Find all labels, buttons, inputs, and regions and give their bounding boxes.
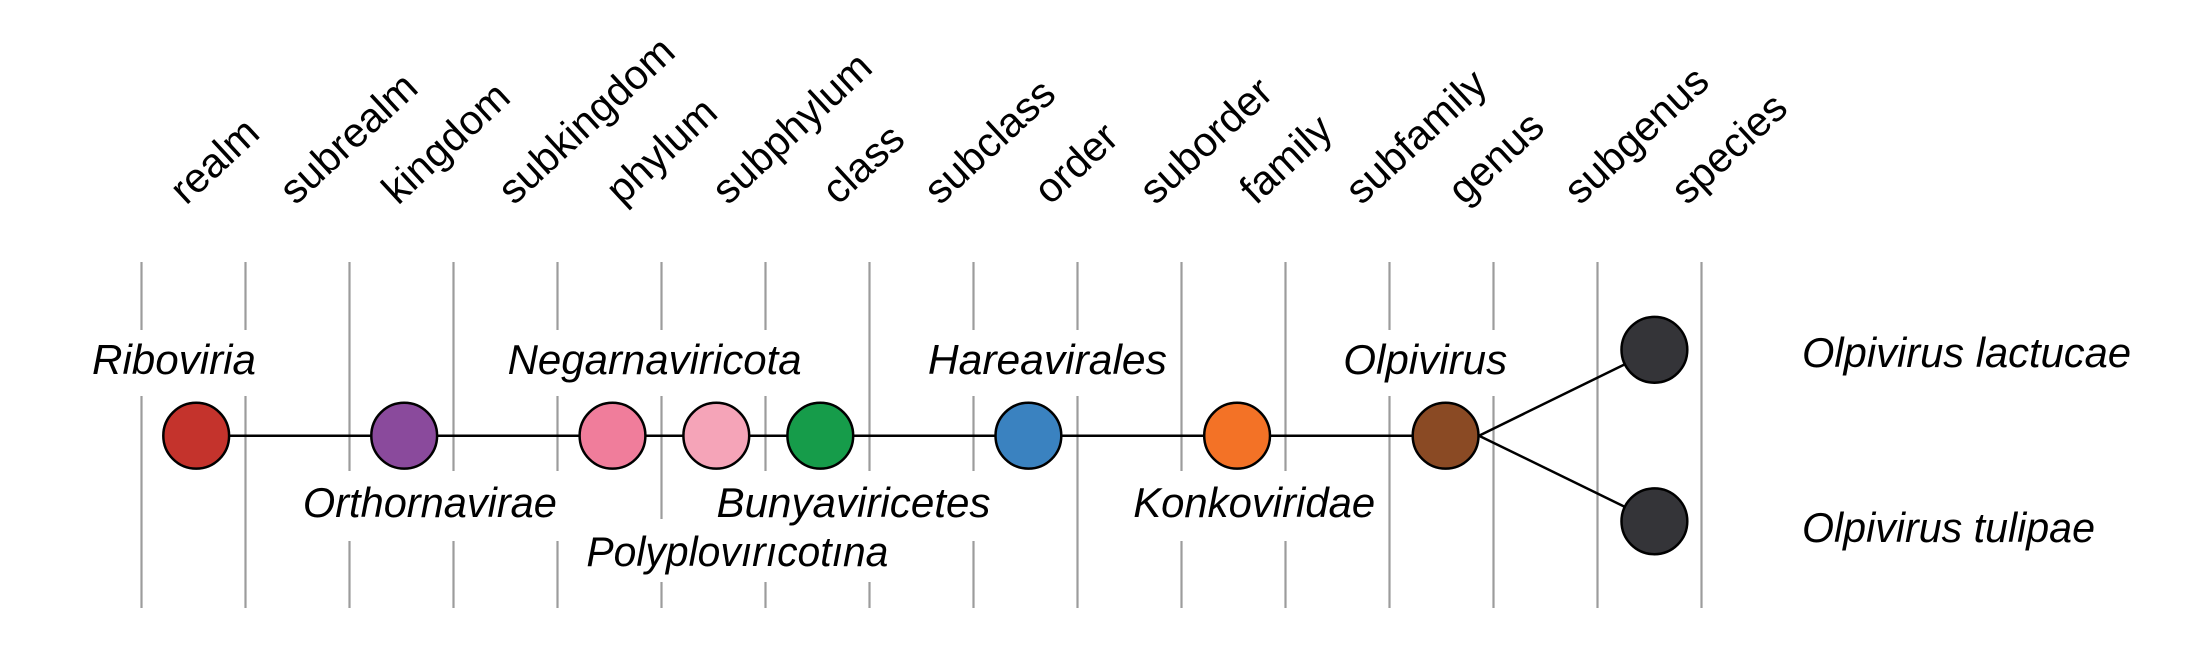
- svg-text:Hareavirales: Hareavirales: [928, 336, 1167, 383]
- svg-text:Polyplovırıcotına: Polyplovırıcotına: [586, 528, 888, 575]
- svg-text:Bunyaviricetes: Bunyaviricetes: [717, 479, 991, 526]
- svg-text:Riboviria: Riboviria: [92, 336, 256, 383]
- svg-text:Olpivirus: Olpivirus: [1343, 336, 1507, 383]
- svg-text:Konkoviridae: Konkoviridae: [1133, 479, 1375, 526]
- svg-text:Olpivirus tulipae: Olpivirus tulipae: [1802, 504, 2095, 551]
- svg-text:Negarnaviricota: Negarnaviricota: [508, 336, 802, 383]
- svg-text:Olpivirus lactucae: Olpivirus lactucae: [1802, 329, 2131, 376]
- svg-text:Orthornavirae: Orthornavirae: [303, 479, 557, 526]
